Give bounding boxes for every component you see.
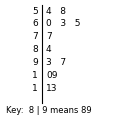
Text: 4   8: 4 8	[46, 7, 66, 15]
Text: 09: 09	[46, 71, 57, 80]
Text: Key:  8 | 9 means 89: Key: 8 | 9 means 89	[6, 106, 92, 115]
Text: 4: 4	[46, 45, 52, 54]
Text: 7: 7	[46, 32, 52, 41]
Text: 9: 9	[32, 58, 38, 67]
Text: 0   3   5: 0 3 5	[46, 19, 81, 28]
Text: 1: 1	[32, 84, 38, 93]
Text: 13: 13	[46, 84, 57, 93]
Text: 3   7: 3 7	[46, 58, 66, 67]
Text: 7: 7	[32, 32, 38, 41]
Text: 8: 8	[32, 45, 38, 54]
Text: 1: 1	[32, 71, 38, 80]
Text: 6: 6	[32, 19, 38, 28]
Text: 5: 5	[32, 7, 38, 15]
